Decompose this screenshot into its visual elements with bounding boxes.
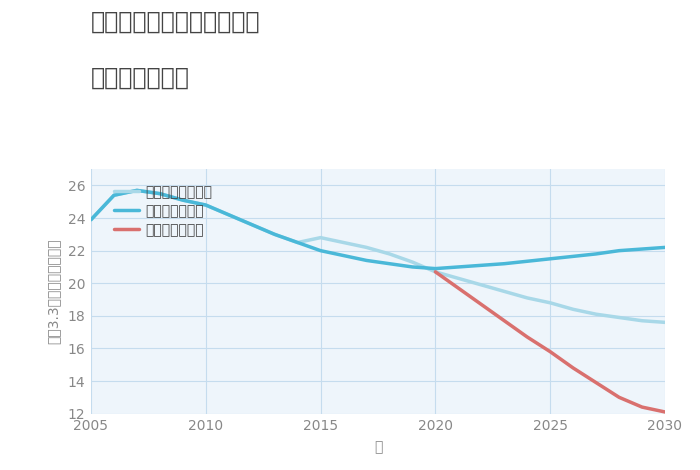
ノーマルシナリオ bbox=[293, 240, 302, 245]
グッドシナリオ bbox=[546, 256, 554, 262]
ノーマルシナリオ bbox=[155, 191, 164, 196]
グッドシナリオ bbox=[316, 248, 325, 253]
ノーマルシナリオ bbox=[592, 312, 601, 317]
ノーマルシナリオ bbox=[615, 314, 623, 320]
グッドシナリオ bbox=[270, 232, 279, 237]
グッドシナリオ bbox=[408, 264, 416, 270]
ノーマルシナリオ bbox=[316, 235, 325, 241]
グッドシナリオ bbox=[454, 264, 463, 270]
バッドシナリオ bbox=[431, 269, 440, 274]
グッドシナリオ bbox=[248, 222, 256, 227]
バッドシナリオ bbox=[592, 380, 601, 385]
グッドシナリオ bbox=[87, 217, 95, 222]
グッドシナリオ bbox=[477, 263, 486, 268]
ノーマルシナリオ bbox=[454, 275, 463, 281]
グッドシナリオ bbox=[178, 197, 187, 203]
ノーマルシナリオ bbox=[202, 202, 210, 208]
ノーマルシナリオ bbox=[248, 222, 256, 227]
バッドシナリオ bbox=[523, 334, 531, 340]
Text: 兵庫県姫路市夢前町塚本の: 兵庫県姫路市夢前町塚本の bbox=[91, 9, 260, 33]
グッドシナリオ bbox=[293, 240, 302, 245]
ノーマルシナリオ bbox=[569, 306, 577, 312]
グッドシナリオ bbox=[431, 266, 440, 271]
Y-axis label: 坪（3.3㎡）単価（万円）: 坪（3.3㎡）単価（万円） bbox=[47, 239, 61, 344]
ノーマルシナリオ bbox=[340, 240, 348, 245]
バッドシナリオ bbox=[500, 318, 508, 323]
バッドシナリオ bbox=[615, 394, 623, 400]
ノーマルシナリオ bbox=[270, 232, 279, 237]
ノーマルシナリオ bbox=[408, 259, 416, 265]
Text: 土地の価格推移: 土地の価格推移 bbox=[91, 66, 190, 90]
X-axis label: 年: 年 bbox=[374, 440, 382, 454]
ノーマルシナリオ bbox=[87, 217, 95, 222]
Line: ノーマルシナリオ: ノーマルシナリオ bbox=[91, 190, 665, 322]
ノーマルシナリオ bbox=[661, 320, 669, 325]
グッドシナリオ bbox=[615, 248, 623, 253]
バッドシナリオ bbox=[477, 302, 486, 307]
グッドシナリオ bbox=[225, 212, 233, 218]
グッドシナリオ bbox=[202, 202, 210, 208]
ノーマルシナリオ bbox=[523, 295, 531, 301]
ノーマルシナリオ bbox=[133, 188, 141, 193]
ノーマルシナリオ bbox=[225, 212, 233, 218]
ノーマルシナリオ bbox=[431, 269, 440, 274]
グッドシナリオ bbox=[661, 244, 669, 250]
グッドシナリオ bbox=[385, 261, 393, 266]
ノーマルシナリオ bbox=[110, 192, 118, 198]
グッドシナリオ bbox=[363, 258, 371, 263]
バッドシナリオ bbox=[638, 404, 646, 410]
バッドシナリオ bbox=[546, 349, 554, 354]
グッドシナリオ bbox=[500, 261, 508, 266]
グッドシナリオ bbox=[340, 253, 348, 258]
グッドシナリオ bbox=[110, 192, 118, 198]
ノーマルシナリオ bbox=[363, 244, 371, 250]
ノーマルシナリオ bbox=[385, 251, 393, 257]
ノーマルシナリオ bbox=[178, 197, 187, 203]
グッドシナリオ bbox=[638, 246, 646, 252]
ノーマルシナリオ bbox=[477, 282, 486, 288]
ノーマルシナリオ bbox=[546, 300, 554, 306]
グッドシナリオ bbox=[569, 253, 577, 259]
グッドシナリオ bbox=[155, 191, 164, 196]
バッドシナリオ bbox=[569, 365, 577, 371]
バッドシナリオ bbox=[661, 409, 669, 415]
Line: グッドシナリオ: グッドシナリオ bbox=[91, 190, 665, 268]
ノーマルシナリオ bbox=[638, 318, 646, 323]
グッドシナリオ bbox=[592, 251, 601, 257]
バッドシナリオ bbox=[454, 285, 463, 291]
ノーマルシナリオ bbox=[500, 289, 508, 294]
グッドシナリオ bbox=[133, 188, 141, 193]
Legend: ノーマルシナリオ, グッドシナリオ, バッドシナリオ: ノーマルシナリオ, グッドシナリオ, バッドシナリオ bbox=[109, 181, 217, 241]
Line: バッドシナリオ: バッドシナリオ bbox=[435, 272, 665, 412]
グッドシナリオ bbox=[523, 258, 531, 264]
